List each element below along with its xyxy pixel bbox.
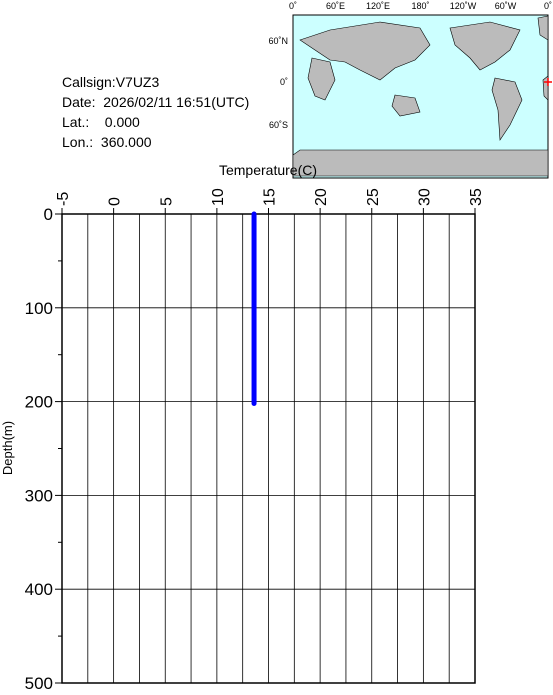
map-lon-label: 60˚W (495, 1, 517, 11)
map-lon-label: 180˚ (411, 1, 429, 11)
x-tick-label: 30 (416, 188, 433, 206)
longitude: Lon.: 360.000 (62, 134, 152, 150)
y-tick-label: 500 (25, 674, 53, 690)
map-lat-label: 60˚S (269, 120, 288, 130)
map-lon-label: 60˚E (326, 1, 345, 11)
map-lat-label: 0˚ (280, 77, 288, 87)
latitude: Lat.: 0.000 (62, 114, 140, 130)
date: Date: 2026/02/11 16:51(UTC) (62, 94, 249, 110)
y-tick-label: 400 (25, 580, 53, 599)
callsign: Callsign:V7UZ3 (62, 74, 159, 90)
map-lon-label: 120˚E (366, 1, 390, 11)
y-tick-label: 300 (25, 486, 53, 505)
x-tick-label: 0 (107, 197, 124, 206)
y-tick-label: 0 (44, 205, 53, 224)
map-lon-label: 0˚ (289, 1, 297, 11)
y-tick-label: 200 (25, 393, 53, 412)
x-tick-label: 20 (313, 188, 330, 206)
map-land (292, 15, 549, 177)
map-lon-label: 0˚ (544, 1, 552, 11)
map-lat-label: 60˚N (268, 36, 288, 46)
x-tick-label: 5 (158, 197, 175, 206)
map-lon-label: 120˚W (450, 1, 477, 11)
x-tick-label: -5 (55, 192, 72, 206)
x-tick-label: 10 (210, 188, 227, 206)
x-tick-label: 35 (468, 188, 485, 206)
x-tick-label: 25 (365, 188, 382, 206)
x-tick-label: 15 (262, 188, 279, 206)
x-axis-label: Temperature(C) (219, 162, 317, 178)
y-tick-label: 100 (25, 299, 53, 318)
y-axis-label: Depth(m) (0, 421, 15, 475)
